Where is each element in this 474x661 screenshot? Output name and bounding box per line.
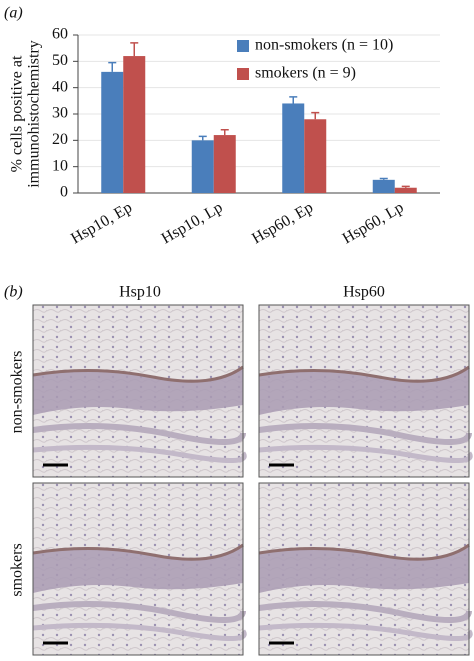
legend-swatch xyxy=(237,68,249,80)
legend-label: non-smokers (n = 10) xyxy=(255,37,393,54)
error-bar xyxy=(198,135,207,141)
y-tick-label: 40 xyxy=(52,78,68,95)
bar xyxy=(123,56,146,193)
panel-label: (a) xyxy=(4,5,23,22)
row-header: smokers xyxy=(9,543,26,596)
x-tick-label: Hsp10, Lp xyxy=(159,199,226,248)
bar-chart: 0 10 20 30 40 50 60 % cells positive at immunohi… xyxy=(9,26,440,248)
bar xyxy=(304,119,327,193)
error-bar xyxy=(311,111,320,120)
error-bar xyxy=(220,129,229,136)
y-axis-label: immunohistochemistry xyxy=(26,40,43,188)
x-tick-label: Hsp10, Ep xyxy=(68,199,135,248)
y-tick-label: 10 xyxy=(52,157,68,174)
error-bar xyxy=(401,185,410,188)
bar xyxy=(101,71,124,193)
micrograph xyxy=(259,483,470,655)
bar xyxy=(394,187,417,193)
y-tick-label: 0 xyxy=(60,184,68,201)
micrograph xyxy=(33,305,244,477)
y-tick-label: 20 xyxy=(52,131,68,148)
row-header: non-smokers xyxy=(9,351,26,434)
frame xyxy=(32,482,244,656)
y-tick-label: 30 xyxy=(52,105,68,122)
frame xyxy=(258,482,470,656)
frame xyxy=(32,304,244,478)
bar xyxy=(213,135,236,193)
error-bar xyxy=(130,42,139,57)
column-header: Hsp10 xyxy=(119,284,161,301)
micrograph xyxy=(259,305,470,477)
micrograph xyxy=(33,483,244,655)
bar xyxy=(282,103,305,193)
y-tick-label: 60 xyxy=(52,26,68,43)
y-axis-label: % cells positive at xyxy=(9,55,26,172)
legend-label: smokers (n = 9) xyxy=(255,65,356,82)
y-tick-label: 50 xyxy=(52,52,68,69)
x-tick-label: Hsp60, Lp xyxy=(340,199,407,248)
error-bar xyxy=(379,177,388,180)
bar xyxy=(191,140,214,193)
x-tick-label: Hsp60, Ep xyxy=(249,199,316,248)
frame xyxy=(258,304,470,478)
column-header: Hsp60 xyxy=(343,284,385,301)
legend-swatch xyxy=(237,40,249,52)
bar xyxy=(372,179,395,193)
panel-label: (b) xyxy=(4,284,23,301)
error-bar xyxy=(108,61,117,72)
error-bar xyxy=(289,96,298,104)
